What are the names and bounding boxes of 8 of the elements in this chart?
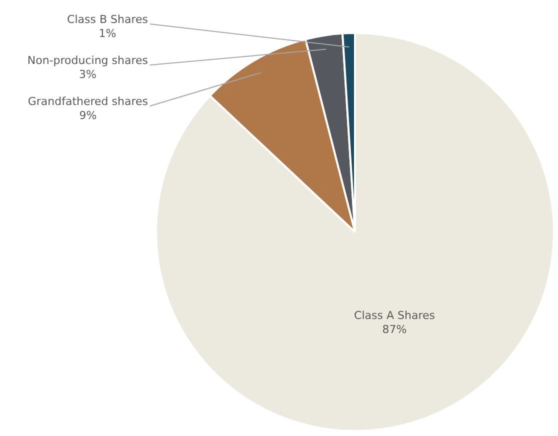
data-label: 3% <box>78 68 96 81</box>
data-label: 9% <box>79 108 97 122</box>
slice-label: Non-producing shares <box>27 54 148 67</box>
slice-label: Grandfathered shares <box>28 94 148 108</box>
data-label: 1% <box>98 26 116 40</box>
slice-label: Class A Shares <box>354 309 436 322</box>
slice-label: Class B Shares <box>67 12 148 26</box>
data-label: 87% <box>382 323 407 336</box>
